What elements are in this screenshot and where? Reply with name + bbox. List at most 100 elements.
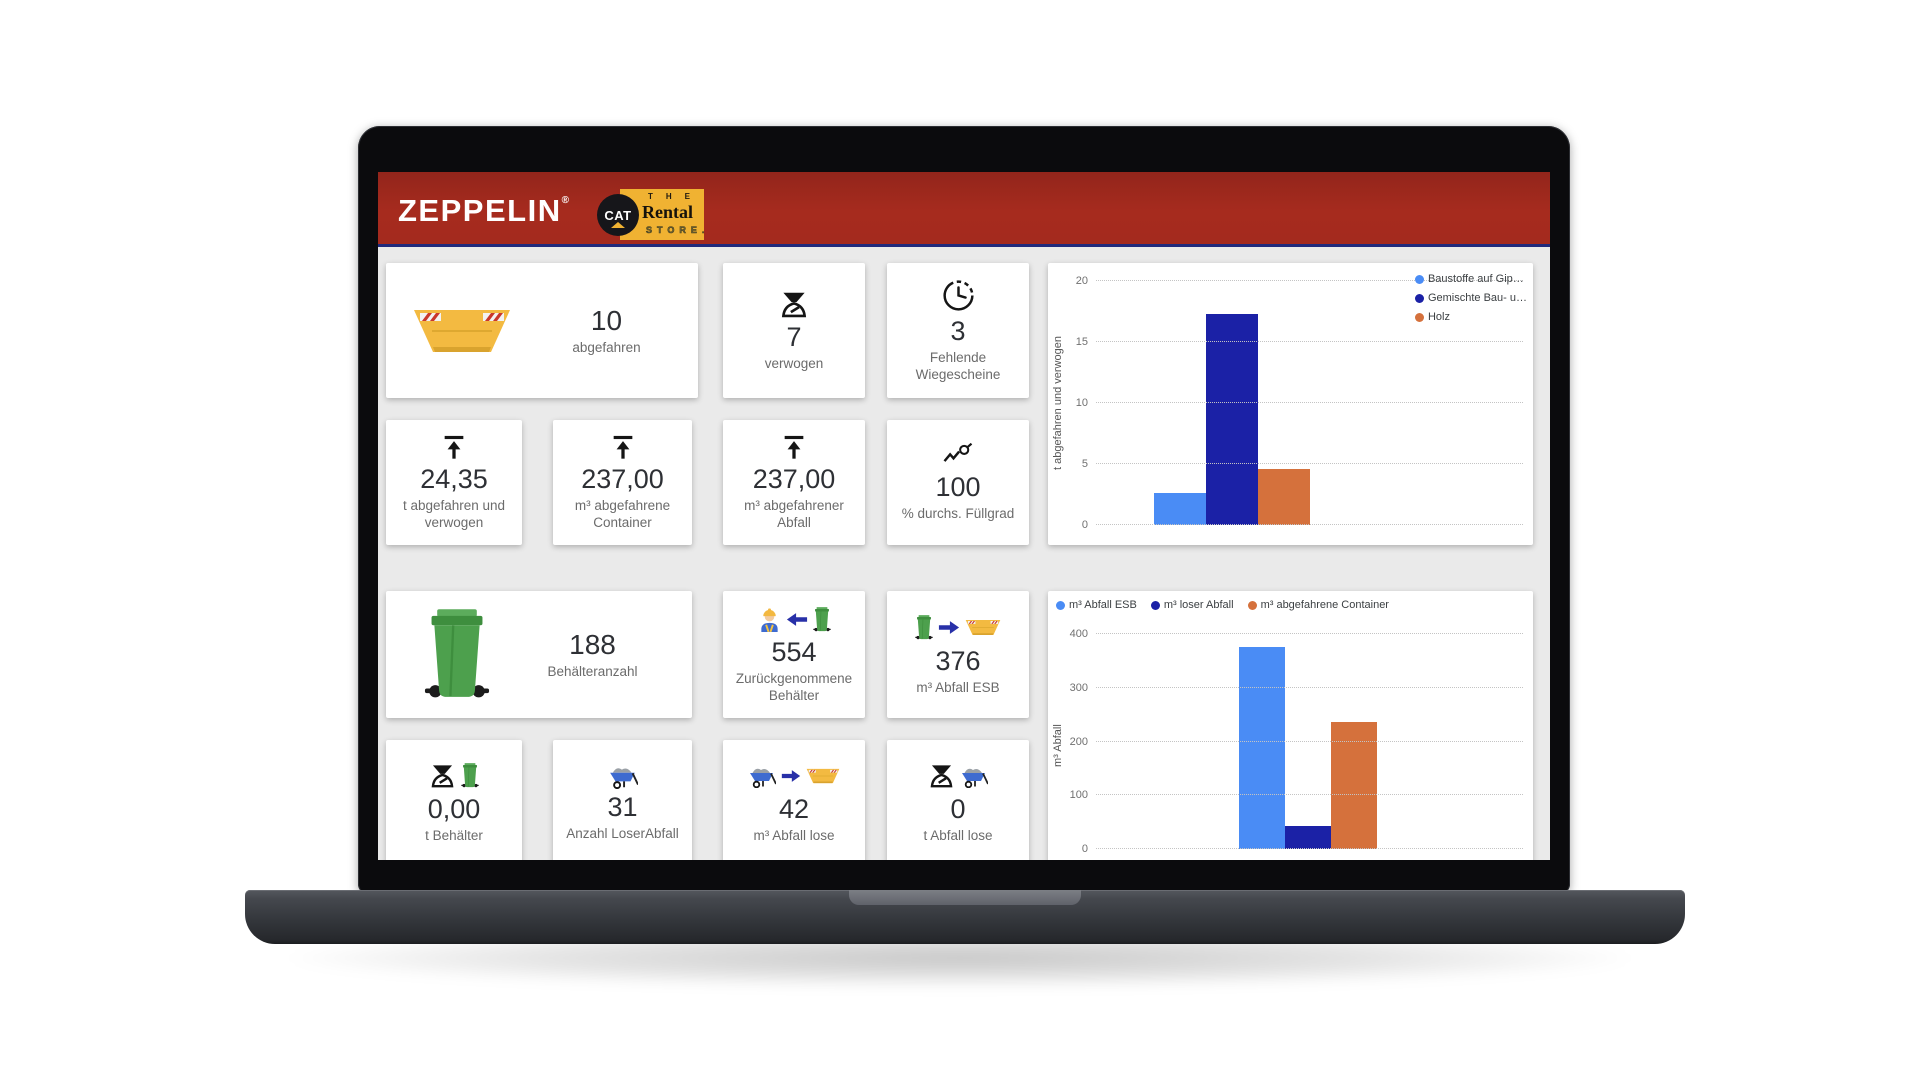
legend-label: m³ abgefahrene Container [1260,599,1389,611]
tile-value: 237,00 [581,464,664,495]
legend-item[interactable]: Baustoffe auf Gip… [1414,273,1527,285]
gridline [1096,794,1523,796]
tile-label: m³ abgefahrener Abfall [744,498,844,530]
upload-arrow-icon [609,433,637,461]
tile-verwogen[interactable]: 7 verwogen [723,263,865,398]
legend-item[interactable]: Holz [1414,311,1527,323]
legend-item[interactable]: m³ Abfall ESB [1056,599,1137,611]
y-tick-label: 300 [1069,681,1088,694]
y-tick-label: 100 [1069,789,1088,802]
plot-area [1096,280,1523,525]
tile-label: verwogen [764,355,824,371]
laptop-base [245,890,1685,944]
registered-mark: ® [561,195,569,206]
legend-item[interactable]: m³ abgefahrene Container [1247,599,1389,611]
chart-m3-abfall: m³ Abfall ESB m³ loser Abfall m³ abgefahre… [1048,591,1533,860]
tile-value: 237,00 [752,464,836,495]
legend-label: m³ loser Abfall [1163,599,1234,611]
upload-arrow-icon [780,433,808,461]
bar-Baustoffe auf Gip…[interactable] [1154,493,1206,525]
tile-value: 554 [771,637,817,668]
tile-value: 10 [590,304,623,336]
worker-icon [758,607,781,632]
tile-label: t Abfall lose [923,827,993,843]
scale-icon [779,289,809,319]
tile-t-abfall-lose[interactable]: 0 t Abfall lose [887,740,1029,860]
legend-dot [1247,600,1257,610]
tile-m3-abfall-esb[interactable]: 376 m³ Abfall ESB [887,591,1029,718]
bar-m³ Abfall ESB[interactable] [1239,646,1285,849]
gridline [1096,524,1523,525]
tile-t-abgefahren-und-verwogen[interactable]: 24,35 t abgefahren und verwogen [386,420,522,545]
tile-value: 31 [607,791,638,822]
legend-label: Holz [1427,311,1450,323]
dashboard-screen: ZEPPELIN® THE Rental STORE. CAT 10 abgef… [378,172,1550,860]
gridline [1096,740,1523,742]
tile-value: 188 [569,628,616,660]
tile-zurueckgenommene-behaelter[interactable]: 554 Zurückgenommene Behälter [723,591,865,718]
trend-magnifier-icon [943,442,973,469]
laptop-base-notch [849,890,1081,905]
y-tick-label: 400 [1069,628,1088,640]
tile-m3-abgefahrene-container[interactable]: 237,00 m³ abgefahrene Container [553,420,692,545]
y-tick-label: 5 [1081,458,1088,470]
tile-label: Zurückgenommene Behälter [735,671,853,703]
gridline [1096,280,1523,281]
cat-triangle-icon [611,222,625,228]
tile-m3-abfall-lose[interactable]: 42 m³ Abfall lose [723,740,865,860]
bar-m³ loser Abfall[interactable] [1285,826,1331,849]
bar-Holz[interactable] [1258,468,1310,525]
scale-icon [429,762,456,789]
arrow-right-icon [938,620,960,635]
tile-value: 0 [950,793,966,824]
skip-container-icon [412,306,512,356]
tile-label: m³ Abfall lose [753,827,835,843]
legend-item[interactable]: m³ loser Abfall [1150,599,1234,611]
y-tick-label: 200 [1069,735,1088,748]
y-axis: 0 100 200 300 400 [1058,628,1092,855]
tile-label: m³ abgefahrene Container [574,498,671,530]
tile-behaelteranzahl[interactable]: 188 Behälteranzahl [386,591,692,718]
y-axis: 0 5 10 15 20 [1058,275,1092,531]
legend-item[interactable]: Gemischte Bau- u… [1414,292,1527,304]
gridline [1096,686,1523,688]
y-tick-label: 0 [1081,843,1088,855]
tile-value: 7 [786,321,802,352]
wheelbarrow-icon [748,764,776,788]
bar-Gemischte Bau- u…[interactable] [1206,313,1258,525]
tile-value: 100 [935,472,981,503]
scale-icon [928,762,955,789]
arrow-right-icon [781,769,801,783]
legend-label: Gemischte Bau- u… [1427,292,1527,304]
bar-group [1239,634,1377,849]
y-tick-label: 0 [1081,519,1088,531]
cat-logo-store: STORE. [646,225,710,236]
tile-value: 0,00 [427,793,481,824]
tile-durchs-fuellgrad[interactable]: 100 % durchs. Füllgrad [887,420,1029,545]
cat-logo-rental: Rental [642,202,693,222]
legend-dot [1150,600,1160,610]
tile-abgefahren[interactable]: 10 abgefahren [386,263,698,398]
gridline [1096,848,1523,849]
tile-anzahl-loserabfall[interactable]: 31 Anzahl LoserAbfall [553,740,692,860]
zeppelin-logo: ZEPPELIN® [398,193,569,229]
tile-t-behaelter[interactable]: 0,00 t Behälter [386,740,522,860]
legend-dot [1056,600,1065,610]
bar-m³ abgefahrene Container[interactable] [1331,721,1377,849]
gridline [1096,463,1523,464]
waste-bin-icon [915,615,933,640]
bar-group [1154,281,1310,525]
tile-value: 42 [778,793,810,824]
cat-logo-cat: CAT [604,207,632,223]
app-header: ZEPPELIN® THE Rental STORE. CAT [378,172,1550,247]
tile-fehlende-wiegescheine[interactable]: 3 Fehlende Wiegescheine [887,263,1029,398]
tile-label: t Behälter [425,827,483,843]
legend-label: m³ Abfall ESB [1069,599,1137,611]
tile-value: 3 [950,315,966,346]
tile-m3-abgefahrener-abfall[interactable]: 237,00 m³ abgefahrener Abfall [723,420,865,545]
y-tick-label: 10 [1075,397,1088,409]
plot-area [1096,633,1523,849]
arrow-left-icon [786,612,808,627]
tile-value: 376 [935,645,981,676]
